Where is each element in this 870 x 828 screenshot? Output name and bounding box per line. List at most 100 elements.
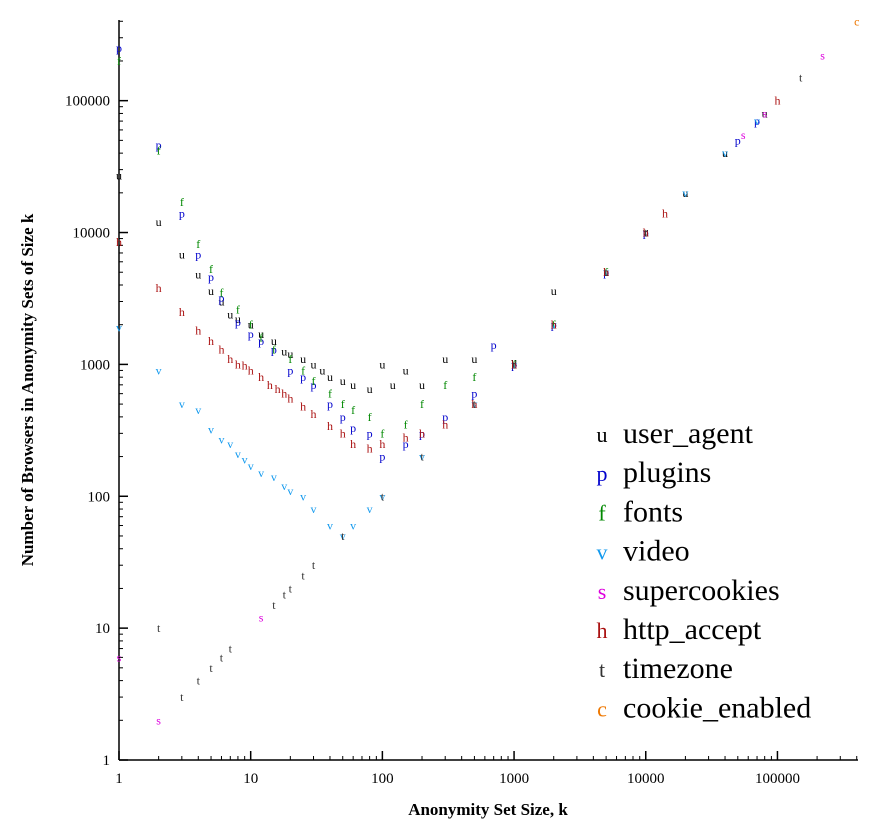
data-point: h <box>300 399 306 413</box>
data-point: s <box>259 611 264 625</box>
data-point: v <box>682 186 688 200</box>
legend-marker: f <box>598 500 606 525</box>
data-point: v <box>311 502 317 516</box>
data-point: h <box>367 442 373 456</box>
data-point: h <box>774 94 780 108</box>
legend-marker: p <box>597 461 608 486</box>
data-point: u <box>281 345 287 359</box>
data-point: f <box>472 370 476 384</box>
legend-marker: v <box>597 540 608 565</box>
data-point: f <box>512 357 516 371</box>
data-point: p <box>754 114 760 128</box>
data-point: h <box>242 359 248 373</box>
data-point: h <box>471 397 477 411</box>
data-point: p <box>208 270 214 284</box>
data-point: u <box>300 352 306 366</box>
x-tick-label: 10 <box>243 771 258 787</box>
data-point: p <box>379 450 385 464</box>
data-point: f <box>420 397 424 411</box>
data-point: v <box>248 459 254 473</box>
data-point: t <box>220 650 224 664</box>
legend-label: cookie_enabled <box>623 691 811 724</box>
x-tick-label: 1 <box>115 771 123 787</box>
data-point: u <box>551 284 557 298</box>
data-point: s <box>820 49 825 63</box>
data-point: p <box>235 315 241 329</box>
legend-label: plugins <box>623 456 711 489</box>
y-axis-title: Number of Browsers in Anonymity Sets of … <box>18 213 37 566</box>
data-point: v <box>218 432 224 446</box>
data-point: h <box>662 206 668 220</box>
x-tick-label: 100 <box>371 771 394 787</box>
data-point: f <box>272 342 276 356</box>
data-point: u <box>350 378 356 392</box>
data-point: v <box>471 397 477 411</box>
data-point: f <box>404 418 408 432</box>
data-point: f <box>552 318 556 332</box>
data-point: v <box>242 453 248 467</box>
y-tick-label: 10 <box>95 621 110 637</box>
data-point: u <box>419 378 425 392</box>
data-point: h <box>195 324 201 338</box>
data-point: f <box>196 237 200 251</box>
data-point: p <box>603 265 609 279</box>
data-point: u <box>643 224 649 238</box>
legend-item-supercookies: s supercookies <box>598 574 780 607</box>
data-point: t <box>512 357 516 371</box>
x-tick-label: 1000 <box>499 771 529 787</box>
data-point: u <box>682 186 688 200</box>
data-point: h <box>258 370 264 384</box>
data-point: h <box>551 318 557 332</box>
x-axis-ticks: 1 10 100 1000 10000 100000 <box>115 751 858 787</box>
data-point: f <box>380 426 384 440</box>
data-point: p <box>511 357 517 371</box>
data-point: p <box>367 426 373 440</box>
legend-item-fonts: f fonts <box>598 495 683 528</box>
y-tick-label: 100000 <box>65 94 110 110</box>
data-point: h <box>403 430 409 444</box>
legend-marker: h <box>597 618 608 643</box>
data-point: p <box>271 342 277 356</box>
data-point: u <box>340 374 346 388</box>
data-point: f <box>301 363 305 377</box>
data-point: h <box>442 418 448 432</box>
data-point: v <box>195 403 201 417</box>
data-point: s <box>762 106 767 120</box>
data-point: t <box>381 489 385 503</box>
data-point: p <box>179 206 185 220</box>
data-point: f <box>209 262 213 276</box>
legend-marker: s <box>598 579 607 604</box>
data-point: t <box>312 558 316 572</box>
data-point: u <box>287 347 293 361</box>
data-point: t <box>289 581 293 595</box>
data-point: v <box>754 114 760 128</box>
x-tick-label: 10000 <box>627 771 665 787</box>
data-point: u <box>762 106 768 120</box>
data-point: h <box>116 235 122 249</box>
data-point: f <box>288 352 292 366</box>
data-point: t <box>420 450 424 464</box>
data-point: v <box>419 450 425 464</box>
legend-item-plugins: p plugins <box>597 456 712 489</box>
data-point: t <box>272 598 276 612</box>
data-point: h <box>511 357 517 371</box>
data-point: h <box>643 226 649 240</box>
data-point: p <box>156 138 162 152</box>
data-point: v <box>603 265 609 279</box>
legend-marker: u <box>597 422 608 447</box>
x-axis-title: Anonymity Set Size, k <box>408 800 568 819</box>
data-point: u <box>722 146 728 160</box>
data-point: u <box>258 327 264 341</box>
data-point: v <box>379 489 385 503</box>
data-point: v <box>227 437 233 451</box>
data-point: t <box>799 70 803 84</box>
data-point: h <box>267 378 273 392</box>
data-point: v <box>350 519 356 533</box>
data-point: u <box>195 268 201 282</box>
data-point: t <box>301 569 305 583</box>
